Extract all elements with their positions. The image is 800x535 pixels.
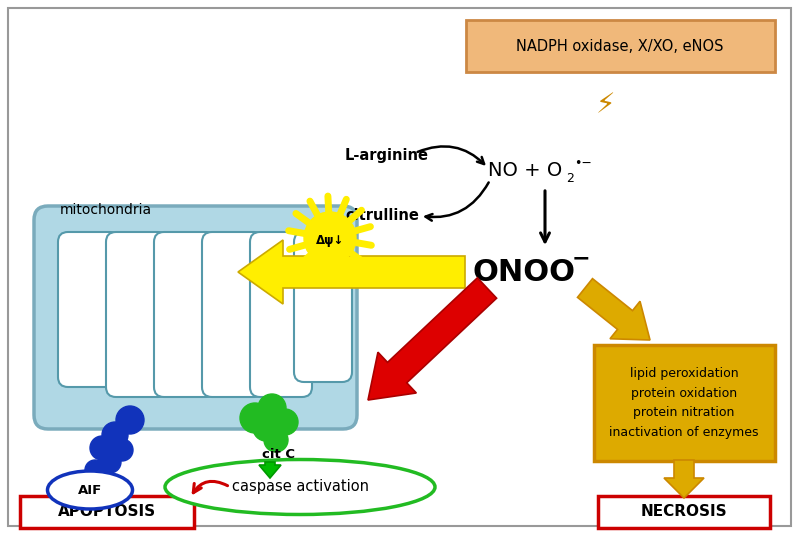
Text: L-arginine: L-arginine <box>345 148 429 163</box>
Text: Δψ↓: Δψ↓ <box>316 233 344 247</box>
Circle shape <box>253 415 279 441</box>
Ellipse shape <box>165 460 435 515</box>
Text: NO + O: NO + O <box>488 160 562 180</box>
Text: −: − <box>572 248 590 268</box>
Text: AIF: AIF <box>78 484 102 496</box>
Circle shape <box>240 403 270 433</box>
Polygon shape <box>664 460 704 498</box>
Circle shape <box>102 422 128 448</box>
Text: mitochondria: mitochondria <box>60 203 152 217</box>
Circle shape <box>304 212 356 264</box>
Circle shape <box>116 406 144 434</box>
Circle shape <box>99 451 121 473</box>
FancyBboxPatch shape <box>20 496 194 528</box>
Text: lipid peroxidation
protein oxidation
protein nitration
inactivation of enzymes: lipid peroxidation protein oxidation pro… <box>610 367 758 439</box>
Text: •−: •− <box>574 157 592 170</box>
Text: APOPTOSIS: APOPTOSIS <box>58 505 156 519</box>
Circle shape <box>111 439 133 461</box>
FancyBboxPatch shape <box>466 20 775 72</box>
Circle shape <box>258 394 286 422</box>
FancyBboxPatch shape <box>294 232 352 382</box>
Polygon shape <box>578 279 650 340</box>
FancyBboxPatch shape <box>154 232 216 397</box>
Circle shape <box>90 436 114 460</box>
FancyBboxPatch shape <box>250 232 312 397</box>
Circle shape <box>85 460 105 480</box>
Text: cit C: cit C <box>262 448 294 462</box>
FancyBboxPatch shape <box>598 496 770 528</box>
FancyBboxPatch shape <box>8 8 791 526</box>
Ellipse shape <box>47 471 133 509</box>
FancyBboxPatch shape <box>34 206 357 429</box>
Polygon shape <box>259 462 281 478</box>
FancyBboxPatch shape <box>594 345 775 461</box>
FancyBboxPatch shape <box>58 232 120 387</box>
Circle shape <box>264 428 288 452</box>
Text: NECROSIS: NECROSIS <box>641 505 727 519</box>
FancyBboxPatch shape <box>202 232 264 397</box>
FancyBboxPatch shape <box>106 232 168 397</box>
Polygon shape <box>238 240 465 304</box>
Text: NADPH oxidase, X/XO, eNOS: NADPH oxidase, X/XO, eNOS <box>516 39 724 54</box>
Text: caspase activation: caspase activation <box>231 479 369 494</box>
Text: citrulline: citrulline <box>345 208 419 223</box>
Text: ⚡: ⚡ <box>595 91 614 119</box>
Polygon shape <box>368 278 497 400</box>
Text: ONOO: ONOO <box>472 257 575 287</box>
Text: 2: 2 <box>566 172 574 185</box>
Circle shape <box>272 409 298 435</box>
